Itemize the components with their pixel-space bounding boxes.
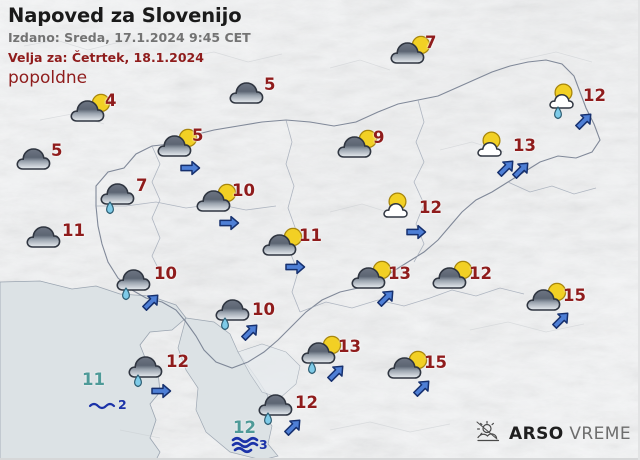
temperature-value: 10 [154, 264, 177, 283]
temperature-value: 11 [299, 226, 322, 245]
temperature-value: 12 [295, 393, 318, 412]
temperature-value: 12 [166, 352, 189, 371]
wind-arrow-icon [150, 380, 173, 406]
wind-arrow-icon [284, 256, 307, 282]
temperature-value: 15 [563, 286, 586, 305]
wind-arrow-icon [179, 157, 202, 183]
cloud-sun-icon [351, 259, 395, 296]
part-of-day-label: popoldne [8, 68, 88, 89]
cloud-sun-icon [390, 34, 434, 71]
temperature-value: 15 [424, 353, 447, 372]
cloud-sun-icon [196, 182, 240, 219]
logo-text: ARSO VREME [509, 424, 631, 444]
sun-behind-cloud-outline-icon [476, 420, 502, 448]
temperature-value: 12 [419, 198, 442, 217]
temperature-value: 7 [136, 176, 148, 195]
right-frame-divider [638, 0, 640, 460]
wind-arrow-icon [140, 291, 163, 317]
cloud-rain-icon [128, 350, 168, 397]
cloud-icon [16, 142, 54, 177]
cloud-sun-rain-icon [301, 334, 345, 383]
sea-wave-icon [88, 396, 118, 415]
wind-arrow-icon [411, 377, 434, 403]
cloud-sun-icon [70, 92, 114, 129]
wind-arrow-icon [239, 321, 262, 347]
temperature-value: 10 [252, 300, 275, 319]
wind-arrow-icon [573, 110, 596, 136]
temperature-value: 5 [51, 141, 63, 160]
cloud-rain-icon [215, 293, 255, 340]
temperature-value: 11 [62, 221, 85, 240]
wind-arrow-icon [282, 416, 305, 442]
sea-wave-icon [231, 436, 263, 458]
cloud-sun-icon [432, 259, 476, 296]
cloud-rain-icon [258, 388, 298, 435]
cloud-sun-icon [262, 226, 306, 263]
header: Napoved za Slovenijo Izdano: Sreda, 17.1… [8, 4, 251, 89]
temperature-value: 10 [232, 181, 255, 200]
cloud-icon [26, 220, 64, 255]
temperature-value: 9 [373, 128, 385, 147]
sea-temperature-value: 12 [233, 418, 256, 437]
wave-height-value: 3 [259, 437, 268, 452]
wind-arrow-icon [218, 212, 241, 238]
cloud-sun-icon [387, 349, 431, 386]
logo-bold-text: ARSO [509, 424, 564, 444]
issued-timestamp: Izdano: Sreda, 17.1.2024 9:45 CET [8, 30, 251, 46]
wind-arrow-icon [497, 156, 535, 184]
valid-for-date: Velja za: Četrtek, 18.1.2024 [8, 50, 204, 66]
sun-cloud-rain-icon [549, 82, 579, 126]
cloud-rain-icon [116, 263, 156, 310]
sun-cloud-icon [383, 191, 413, 224]
temperature-value: 13 [388, 264, 411, 283]
sun-cloud-icon [477, 130, 507, 163]
temperature-value: 12 [583, 86, 606, 105]
cloud-rain-icon [100, 177, 140, 224]
wind-arrow-icon [325, 362, 348, 388]
logo-light-text: VREME [569, 424, 631, 444]
cloud-icon [229, 76, 267, 111]
cloud-sun-icon [337, 128, 381, 165]
temperature-value: 5 [192, 126, 204, 145]
temperature-value: 12 [469, 264, 492, 283]
wind-arrow-icon [375, 287, 398, 313]
cloud-sun-icon [157, 127, 201, 164]
cloud-sun-icon [526, 281, 570, 318]
temperature-value: 4 [105, 91, 117, 110]
wind-arrow-icon [405, 221, 428, 247]
temperature-value: 13 [338, 337, 361, 356]
temperature-value: 5 [264, 75, 276, 94]
temperature-value: 13 [513, 136, 536, 155]
wind-arrow-icon [550, 309, 573, 335]
bottom-frame-divider [0, 458, 640, 460]
sea-temperature-value: 11 [82, 370, 105, 389]
arso-vreme-logo: ARSO VREME [476, 420, 631, 448]
wave-height-value: 2 [118, 397, 127, 412]
page-title: Napoved za Slovenijo [8, 4, 242, 27]
temperature-value: 7 [425, 33, 437, 52]
